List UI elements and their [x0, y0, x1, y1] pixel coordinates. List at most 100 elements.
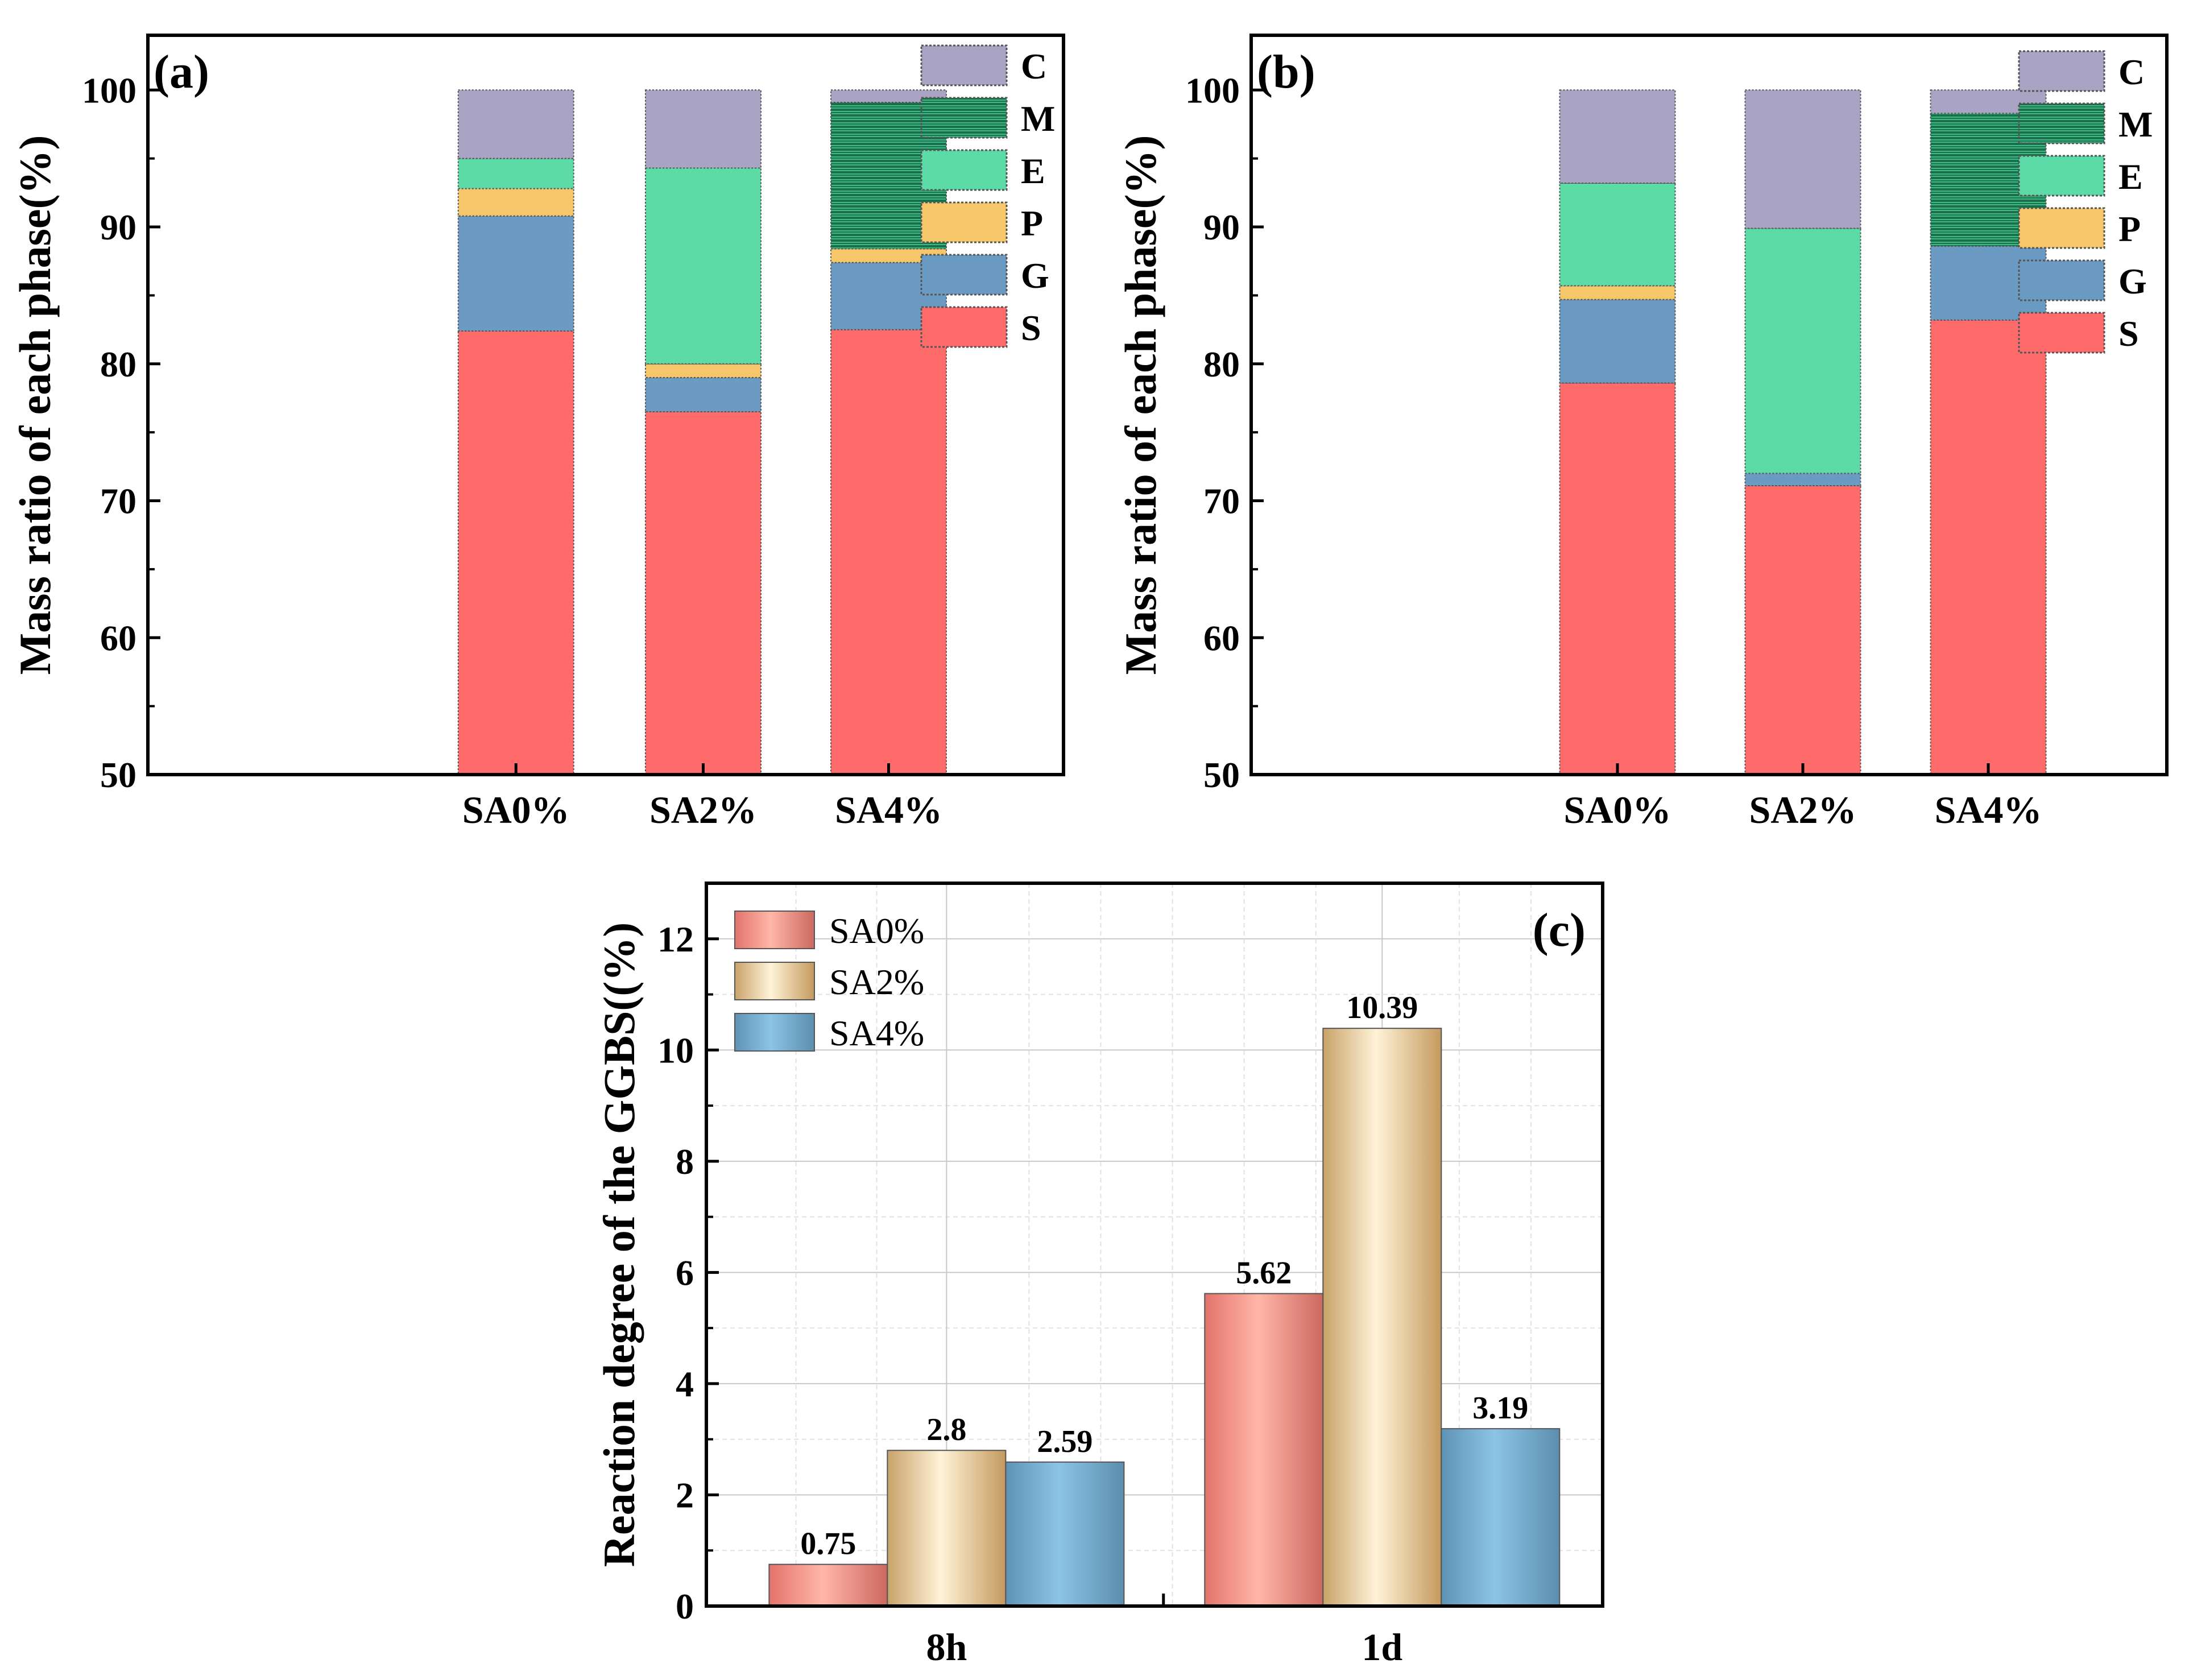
- legend-swatch-S: [2018, 312, 2105, 354]
- bar-G-SA0%: [1559, 299, 1676, 384]
- x-tick-label: SA0%: [462, 788, 570, 831]
- bar-S-SA0%: [1559, 382, 1676, 775]
- bar-C-SA2%: [644, 89, 762, 169]
- legend-swatch-M: [920, 97, 1008, 139]
- y-tick-label: 50: [100, 755, 136, 795]
- legend-swatch-SA0%: [734, 911, 815, 949]
- data-label-SA4%-1d: 3.19: [1472, 1391, 1528, 1426]
- y-tick-label: 90: [100, 207, 136, 247]
- y-tick-label: 4: [676, 1364, 694, 1404]
- bar-C-SA0%: [457, 89, 574, 159]
- panel-a: 50 60 70 80 90 100 SA0% SA2% SA4% Mass ratio of e…: [10, 34, 1065, 831]
- bar-C-SA2%: [1744, 89, 1861, 229]
- plot-frame: [705, 882, 1604, 1608]
- y-tick-label: 90: [1203, 207, 1240, 247]
- panel-label: (b): [1257, 45, 1315, 98]
- bar-SA4%-1d: [1441, 1428, 1561, 1607]
- legend-label-G: G: [2118, 261, 2147, 301]
- legend-label-SA0%: SA0%: [829, 911, 924, 951]
- legend-swatch-G: [2018, 259, 2105, 301]
- legend-label-M: M: [2118, 104, 2153, 144]
- x-tick-label: SA2%: [649, 788, 757, 831]
- bar-S-SA2%: [1744, 485, 1861, 775]
- y-tick-label: 100: [82, 70, 136, 110]
- legend-swatch-E: [920, 149, 1008, 191]
- legend-label-C: C: [2118, 52, 2145, 92]
- bar-S-SA4%: [1930, 319, 2047, 775]
- bar-SA0%-8h: [768, 1563, 888, 1607]
- panel-label: (c): [1533, 904, 1586, 957]
- bar-G-SA2%: [644, 376, 762, 413]
- y-tick-label: 80: [100, 344, 136, 384]
- y-tick-label: 2: [676, 1475, 694, 1515]
- legend-label-E: E: [2118, 156, 2143, 197]
- legend-swatch-P: [920, 201, 1008, 243]
- x-tick-label: SA2%: [1749, 788, 1857, 831]
- y-tick-label: 100: [1185, 70, 1240, 110]
- bar-E-SA0%: [457, 158, 574, 189]
- panel-label: (a): [154, 45, 209, 98]
- panel-c: 0.75 2.8 2.59 5.62 10.39 3.19 0 2 4 6 8 10 12 8h 1d Rea…: [594, 882, 1604, 1669]
- y-axis-title: Mass ratio of each phase(%): [1116, 135, 1165, 675]
- y-tick-label: 6: [676, 1252, 694, 1293]
- y-tick-label: 50: [1203, 755, 1240, 795]
- legend-label-C: C: [1021, 46, 1047, 86]
- bar-SA2%-8h: [887, 1450, 1007, 1607]
- data-label-SA0%-1d: 5.62: [1236, 1256, 1292, 1291]
- legend-label-G: G: [1021, 255, 1049, 296]
- y-tick-label: 60: [1203, 618, 1240, 658]
- bar-SA0%-1d: [1204, 1293, 1324, 1607]
- data-label-SA4%-8h: 2.59: [1037, 1424, 1093, 1459]
- x-tick-label: SA4%: [1935, 788, 2042, 831]
- legend-swatch-M: [2018, 102, 2105, 144]
- data-label-SA2%-8h: 2.8: [926, 1412, 966, 1447]
- y-tick-label: 70: [1203, 481, 1240, 522]
- legend-swatch-SA4%: [734, 1013, 815, 1052]
- panel-b: 50 60 70 80 90 100 SA0% SA2% SA4% Mass ratio of e…: [1116, 34, 2169, 831]
- bar-C-SA4%: [830, 89, 947, 103]
- legend-label-SA4%: SA4%: [829, 1013, 924, 1053]
- y-tick-label: 60: [100, 618, 136, 658]
- x-tick-label: SA0%: [1564, 788, 1671, 831]
- y-axis-title: Mass ratio of each phase(%): [10, 135, 60, 675]
- x-tick-label: SA4%: [835, 788, 942, 831]
- legend-label-E: E: [1021, 151, 1045, 191]
- y-tick-label: 0: [676, 1586, 694, 1627]
- bar-P-SA0%: [457, 188, 574, 217]
- bar-S-SA4%: [830, 329, 947, 775]
- bar-SA4%-8h: [1005, 1461, 1125, 1607]
- bar-P-SA0%: [1559, 285, 1676, 300]
- y-tick-label: 10: [657, 1030, 694, 1070]
- y-axis-title: Reaction degree of the GGBS((%): [594, 922, 644, 1567]
- plot-frame: [146, 34, 1065, 776]
- bar-SA2%-1d: [1322, 1028, 1442, 1607]
- legend-swatch-C: [2018, 50, 2105, 92]
- bar-S-SA0%: [457, 330, 574, 775]
- bar-C-SA0%: [1559, 89, 1676, 184]
- bar-E-SA2%: [644, 167, 762, 365]
- x-tick-label: 8h: [926, 1625, 967, 1669]
- plot-frame: [1249, 34, 2169, 776]
- data-label-SA2%-1d: 10.39: [1346, 990, 1418, 1025]
- y-tick-label: 70: [100, 481, 136, 522]
- legend-label-P: P: [1021, 203, 1043, 243]
- bar-S-SA2%: [644, 411, 762, 775]
- legend-swatch-SA2%: [734, 962, 815, 1000]
- bar-E-SA2%: [1744, 227, 1861, 474]
- y-tick-label: 8: [676, 1141, 694, 1182]
- legend-swatch-G: [920, 254, 1008, 296]
- legend-label-P: P: [2118, 209, 2141, 249]
- legend-label-S: S: [2118, 313, 2139, 354]
- y-tick-label: 80: [1203, 344, 1240, 384]
- bar-E-SA0%: [1559, 183, 1676, 287]
- data-label-SA0%-8h: 0.75: [800, 1526, 856, 1562]
- y-tick-label: 12: [657, 919, 694, 959]
- legend-swatch-E: [2018, 155, 2105, 197]
- x-tick-label: 1d: [1362, 1625, 1402, 1669]
- bar-G-SA0%: [457, 215, 574, 332]
- legend-label-M: M: [1021, 98, 1055, 139]
- bar-P-SA2%: [644, 363, 762, 378]
- legend-swatch-S: [920, 306, 1008, 348]
- bar-G-SA2%: [1744, 473, 1861, 487]
